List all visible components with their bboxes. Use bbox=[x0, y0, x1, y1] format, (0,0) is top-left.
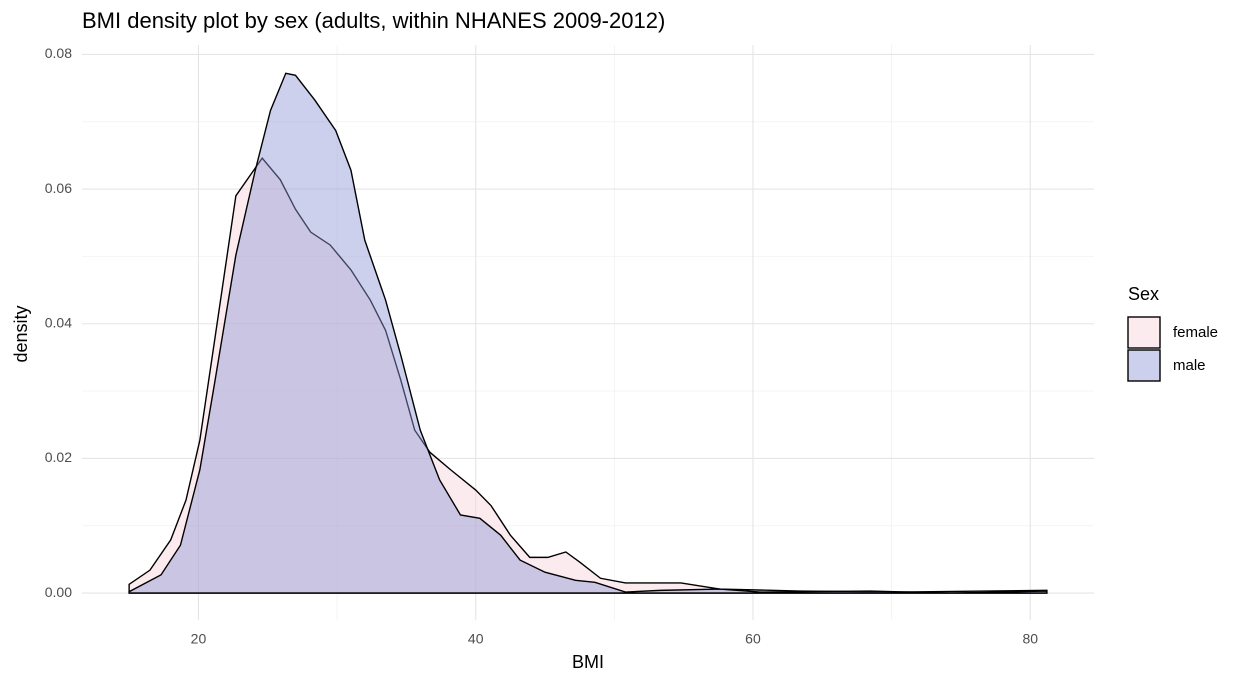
chart-title: BMI density plot by sex (adults, within … bbox=[82, 8, 665, 33]
density-area bbox=[128, 156, 1048, 594]
y-tick-label: 0.00 bbox=[45, 584, 72, 600]
y-tick-label: 0.04 bbox=[45, 314, 72, 330]
x-tick-label: 20 bbox=[191, 631, 207, 647]
y-tick-label: 0.08 bbox=[45, 45, 72, 61]
legend-label: female bbox=[1173, 324, 1218, 341]
legend-key bbox=[1127, 349, 1161, 382]
x-tick-label: 60 bbox=[745, 631, 761, 647]
legend-label: male bbox=[1173, 357, 1206, 374]
x-axis-label: BMI bbox=[572, 652, 604, 672]
y-tick-label: 0.06 bbox=[45, 180, 72, 196]
density-area bbox=[128, 72, 1048, 594]
legend-title: Sex bbox=[1128, 284, 1159, 304]
x-tick-label: 40 bbox=[468, 631, 484, 647]
x-tick-label: 80 bbox=[1022, 631, 1038, 647]
y-tick-label: 0.02 bbox=[45, 449, 72, 465]
y-axis-label: density bbox=[11, 305, 31, 362]
legend-key bbox=[1127, 316, 1161, 349]
